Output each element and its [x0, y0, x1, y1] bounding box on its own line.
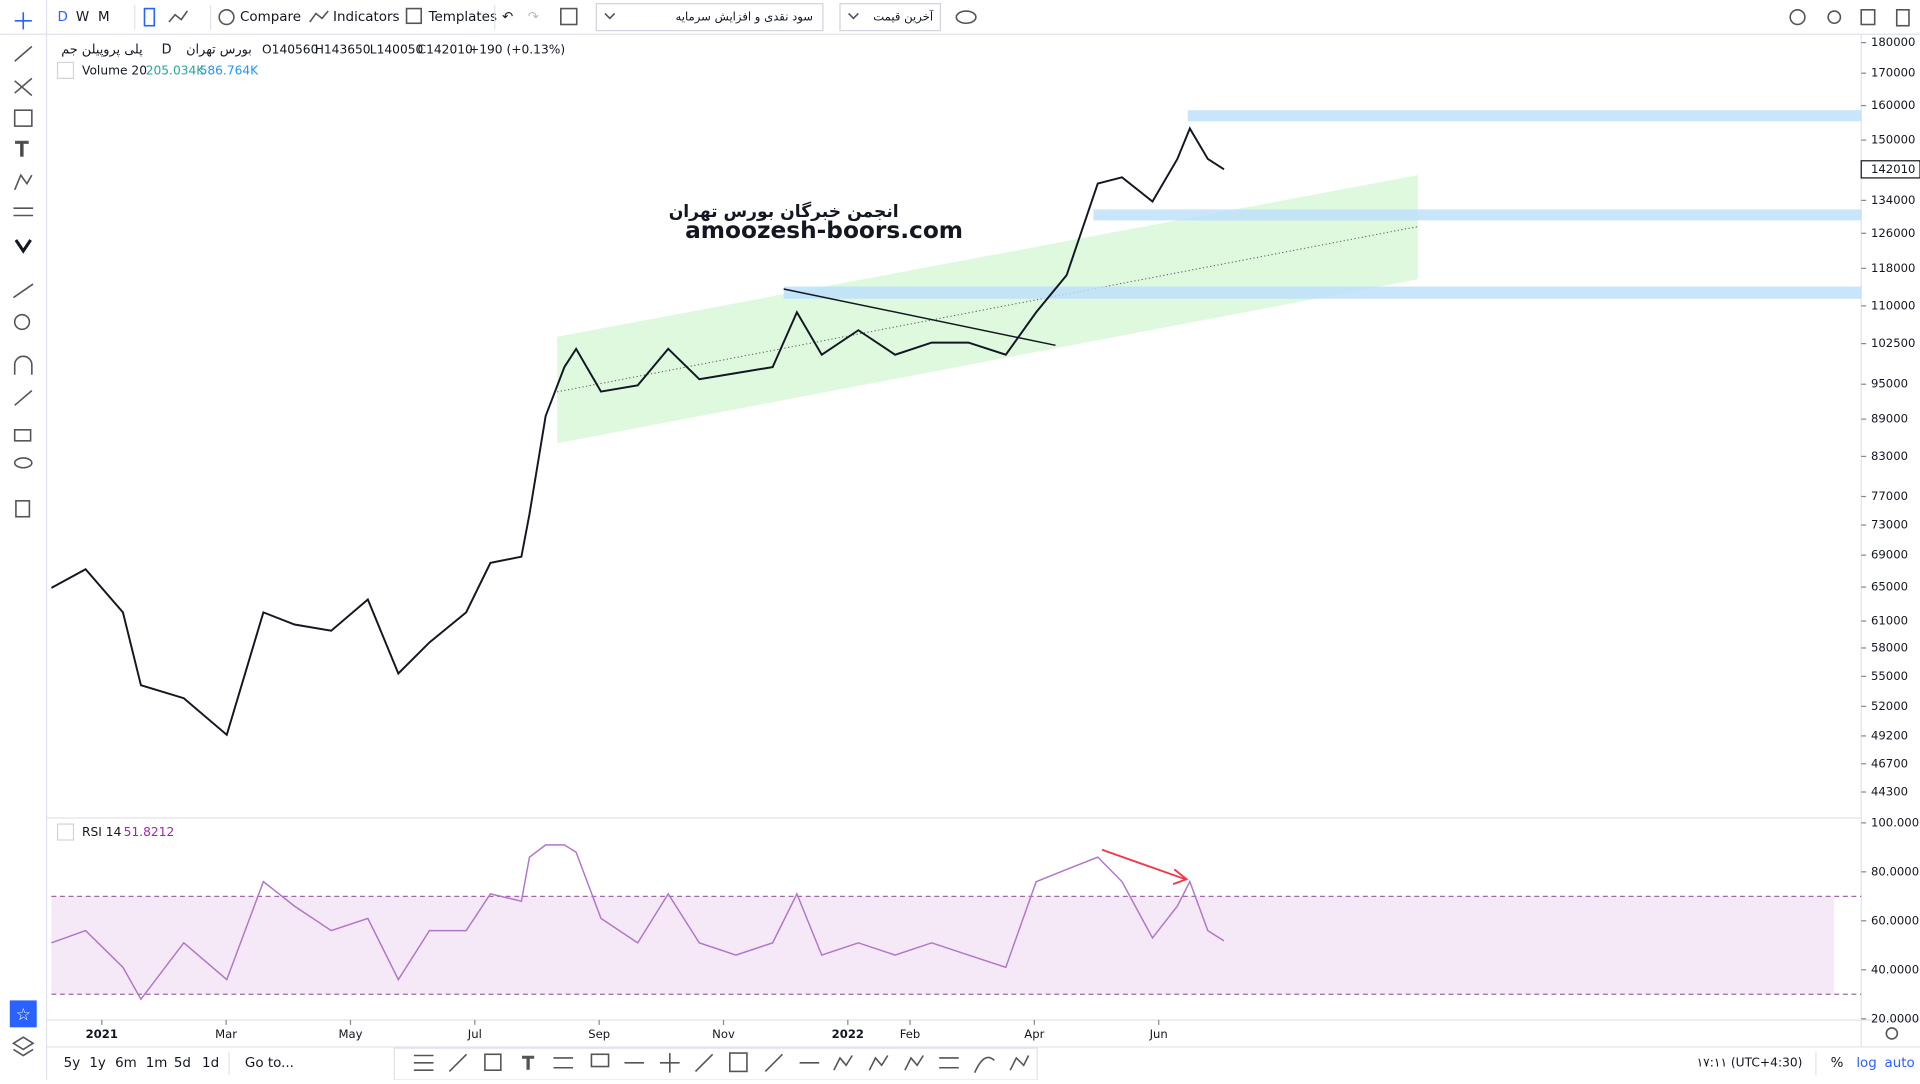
svg-text:T: T [15, 138, 29, 161]
ohlc: L140050 [370, 43, 424, 57]
y-tick-label: 110000 [1871, 298, 1915, 312]
y-tick-label: 170000 [1871, 66, 1915, 80]
compare-button[interactable]: Compare [240, 10, 301, 25]
ohlc: H143650 [315, 43, 371, 57]
ohlc: C142010 [418, 43, 473, 57]
y-tick-label: 61000 [1871, 614, 1908, 628]
x-tick-label: Sep [588, 1027, 610, 1041]
change: +190 (+0.13%) [469, 43, 565, 57]
dropdown-text: آخرین قیمت [873, 10, 934, 25]
dropdown[interactable] [595, 3, 824, 32]
y-tick-label: 95000 [1871, 377, 1908, 391]
dropdown-text: سود نقدی و افزایش سرمایه [676, 10, 814, 25]
ohlc: O140560 [262, 43, 318, 57]
undo[interactable]: ↶ [502, 10, 513, 25]
y-tick-label: 80.0000 [1871, 864, 1919, 878]
interval[interactable]: D [58, 10, 68, 25]
svg-text:☆: ☆ [16, 1005, 31, 1025]
x-tick-label: 2022 [832, 1027, 864, 1041]
rsi-title: RSI 14 [82, 825, 122, 839]
y-tick-label: 60.0000 [1871, 913, 1919, 927]
y-tick-label: 46700 [1871, 756, 1908, 770]
watermark: amoozesh-boors.com [685, 217, 963, 244]
auto-toggle[interactable]: auto [1884, 1056, 1914, 1071]
y-tick-label: 65000 [1871, 580, 1908, 594]
y-tick-label: 58000 [1871, 640, 1908, 654]
goto[interactable]: Go to... [245, 1056, 294, 1071]
x-tick-label: May [338, 1027, 362, 1041]
x-tick-label: Apr [1024, 1027, 1044, 1041]
x-tick-label: Nov [712, 1027, 735, 1041]
dropdown[interactable] [839, 3, 942, 32]
svg-text:T: T [522, 1054, 534, 1074]
y-tick-label: 83000 [1871, 449, 1908, 463]
last-price-tag [1860, 160, 1920, 179]
y-tick-label: 118000 [1871, 261, 1915, 275]
range[interactable]: 1y [89, 1056, 106, 1071]
percent-toggle[interactable]: % [1831, 1056, 1844, 1071]
interval: D [162, 43, 172, 58]
price-line [50, 126, 1225, 737]
bottom-bar: 5y 1y 6m 1m 5d 1d Go to... T ۱۷:۱۱ (UTC+… [64, 1027, 1915, 1081]
collapse[interactable] [56, 61, 75, 79]
interval[interactable]: W [76, 10, 89, 25]
y-tick-label: 69000 [1871, 548, 1908, 562]
y-tick-label: 134000 [1871, 193, 1915, 207]
indicators-button[interactable]: Indicators [333, 10, 399, 25]
favorites[interactable] [9, 1000, 37, 1028]
range[interactable]: 1d [202, 1056, 219, 1071]
y-tick-label: 44300 [1871, 785, 1908, 799]
volume-value: 205.034K [146, 64, 206, 78]
y-tick-label: 100.0000 [1871, 815, 1920, 829]
range[interactable]: 5d [174, 1056, 191, 1071]
last-price-label: 142010 [1871, 162, 1915, 176]
templates-button[interactable]: Templates [428, 10, 497, 25]
left-toolbar: T ☆ [9, 0, 48, 1080]
volume-title: Volume 20 [82, 64, 147, 78]
y-tick-label: 150000 [1871, 133, 1915, 147]
y-tick-label: 52000 [1871, 699, 1908, 713]
range[interactable]: 5y [64, 1056, 81, 1071]
y-tick-label: 55000 [1871, 669, 1908, 683]
y-tick-label: 77000 [1871, 489, 1908, 503]
y-tick-label: 126000 [1871, 226, 1915, 240]
x-tick-label: Jun [1149, 1027, 1168, 1041]
top-toolbar: D W M Compare Indicators Templates ↶ ↷ س… [0, 3, 1920, 35]
redo[interactable]: ↷ [528, 10, 540, 25]
legend: پلی پروپیلن جم D بورس تهران O140560 H143… [56, 43, 565, 841]
y-tick-label: 102500 [1871, 336, 1915, 350]
clock: ۱۷:۱۱ (UTC+4:30) [1697, 1055, 1803, 1069]
y-tick-label: 180000 [1871, 35, 1915, 49]
exchange: بورس تهران [186, 43, 252, 58]
y-tick-label: 89000 [1871, 412, 1908, 426]
watermark: انجمن خبرگان بورس تهران [669, 201, 899, 222]
x-tick-label: 2021 [86, 1027, 118, 1041]
y-tick-label: 40.0000 [1871, 962, 1919, 976]
y-tick-label: 20.0000 [1871, 1011, 1919, 1025]
volume-ma: 586.764K [200, 64, 260, 78]
rsi-value: 51.8212 [124, 825, 175, 839]
rsi-band [51, 896, 1835, 995]
range[interactable]: 1m [146, 1056, 168, 1071]
range[interactable]: 6m [115, 1056, 137, 1071]
y-tick-label: 160000 [1871, 98, 1915, 112]
y-tick-label: 49200 [1871, 728, 1908, 742]
log-toggle[interactable]: log [1856, 1056, 1877, 1071]
interval[interactable]: M [98, 10, 110, 25]
x-tick-label: Jul [467, 1027, 482, 1041]
x-tick-label: Feb [900, 1027, 921, 1041]
drawings [557, 110, 1862, 885]
rsi-line [51, 844, 1225, 1001]
collapse[interactable] [56, 823, 75, 841]
x-tick-label: Mar [215, 1027, 237, 1041]
symbol: پلی پروپیلن جم [61, 43, 143, 58]
y-tick-label: 73000 [1871, 518, 1908, 532]
